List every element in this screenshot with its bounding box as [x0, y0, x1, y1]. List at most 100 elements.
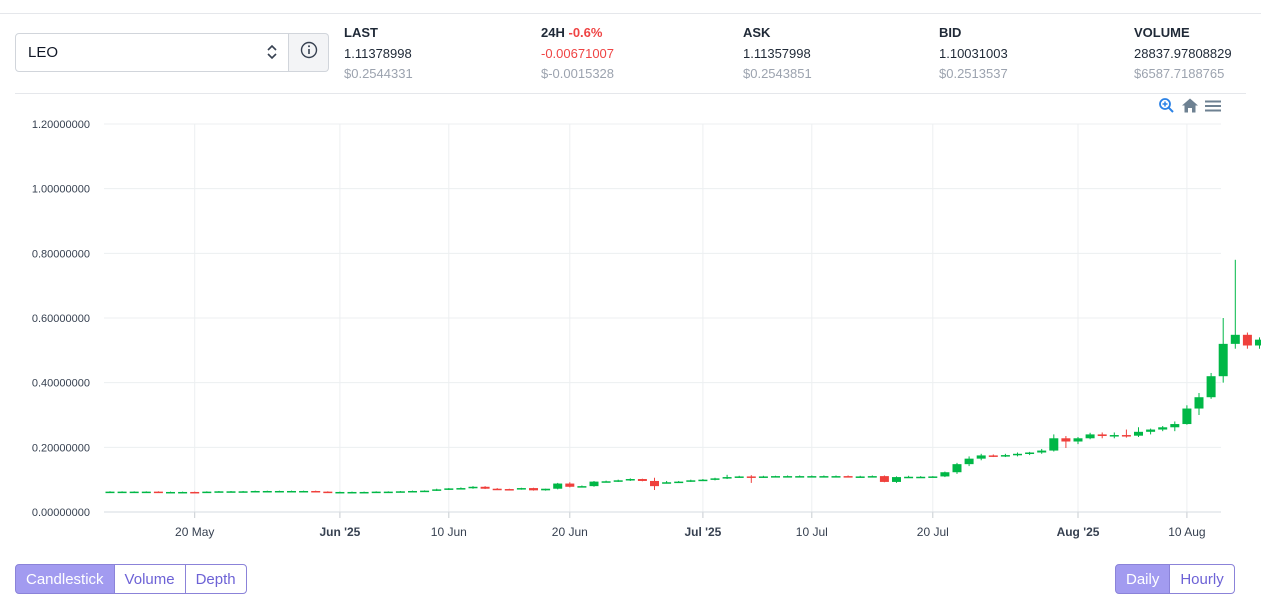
y-tick-label: 0.40000000 [32, 378, 90, 390]
candle-body [299, 490, 309, 493]
volume-button[interactable]: Volume [113, 564, 186, 594]
candle-body [371, 491, 381, 494]
candle-body [395, 491, 405, 493]
candle-body [480, 486, 490, 489]
y-tick-label: 1.00000000 [32, 184, 90, 196]
stat-bid-value: 1.10031003 [939, 46, 1008, 61]
x-tick-label: Jun '25 [319, 525, 360, 539]
candle-body [892, 477, 901, 482]
candle-body [274, 490, 284, 493]
pair-select-value: LEO [28, 44, 59, 61]
stat-last-value: 1.11378998 [344, 46, 412, 61]
stat-ask-usd: $0.2543851 [743, 66, 812, 81]
candle-body [1049, 438, 1059, 451]
candlestick-chart[interactable]: 0.00000000 0.20000000 0.40000000 0.60000000… [0, 94, 1261, 554]
candle-body [1000, 455, 1010, 457]
candle-body [1013, 453, 1022, 456]
candle-body [952, 464, 962, 473]
candle-body [758, 476, 768, 478]
candle-body [1134, 431, 1143, 436]
candle-body [795, 476, 805, 478]
candle-body [855, 476, 865, 478]
candlestick-button[interactable]: Candlestick [15, 564, 115, 594]
stat-change: 24H -0.6% -0.00671007 $-0.0015328 [541, 25, 614, 81]
interval-toggle: Daily Hourly [1115, 564, 1235, 594]
candle-body [214, 491, 224, 493]
candle-body [988, 455, 998, 457]
stat-volume-usd: $6587.7188765 [1134, 66, 1225, 81]
stat-ask: ASK 1.11357998 $0.2543851 [743, 25, 812, 81]
x-tick-label: 10 Aug [1168, 525, 1205, 539]
candle-body [1242, 334, 1252, 346]
candle-body [565, 483, 575, 487]
y-tick-label: 0.80000000 [32, 248, 90, 260]
y-tick-label: 0.00000000 [32, 507, 90, 519]
candle-body [831, 476, 841, 478]
candle-body [359, 491, 369, 494]
candle-body [1170, 424, 1180, 428]
chart-toolbar [1158, 97, 1221, 119]
stat-last-usd: $0.2544331 [344, 66, 413, 81]
x-tick-label: 20 Jun [552, 525, 588, 539]
stat-volume-label: VOLUME [1134, 25, 1190, 40]
stat-bid: BID 1.10031003 $0.2513537 [939, 25, 1008, 81]
stat-ask-value: 1.11357998 [743, 46, 811, 61]
candle-body [976, 455, 986, 459]
candle-body [722, 477, 732, 479]
info-icon [300, 41, 318, 64]
candle-body [650, 480, 659, 487]
candle-body [1218, 343, 1228, 377]
candle-body [456, 488, 466, 490]
home-icon[interactable] [1181, 97, 1199, 119]
candle-body [771, 476, 780, 478]
stat-volume: VOLUME 28837.97808829 $6587.7188765 [1134, 25, 1232, 81]
stat-change-usd: $-0.0015328 [541, 66, 615, 81]
candle-body [1025, 452, 1035, 455]
candle-body [807, 476, 817, 478]
candle-body [698, 479, 708, 482]
candle-body [1073, 438, 1083, 442]
candle-body [262, 490, 272, 493]
depth-button[interactable]: Depth [184, 564, 247, 594]
candle-body [783, 476, 793, 478]
stat-last: LAST 1.11378998 $0.2544331 [344, 25, 413, 81]
menu-icon[interactable] [1205, 99, 1221, 118]
info-button[interactable] [289, 33, 329, 72]
candle-body [408, 490, 417, 493]
x-tick-label: 10 Jun [431, 525, 467, 539]
stat-ask-label: ASK [743, 25, 771, 40]
candle-body [819, 476, 829, 478]
x-tick-label: 20 May [175, 525, 214, 539]
stat-bid-usd: $0.2513537 [939, 66, 1008, 81]
candle-body [674, 481, 684, 484]
candle-body [710, 478, 720, 480]
candle-body [746, 476, 756, 478]
candle-body [1097, 434, 1107, 437]
candle-body [843, 476, 853, 478]
candle-body [178, 491, 188, 494]
candle-body [1206, 376, 1216, 398]
candle-body [311, 490, 321, 493]
pair-select[interactable]: LEO [15, 33, 289, 72]
candle-body [1109, 435, 1119, 437]
y-tick-label: 0.60000000 [32, 313, 90, 325]
candle-body [928, 476, 938, 478]
candle-body [589, 481, 599, 487]
candle-body [686, 480, 696, 482]
candle-body [940, 472, 950, 477]
chevron-updown-icon [266, 44, 278, 64]
candle-body [129, 491, 139, 494]
candle-body [468, 486, 478, 489]
daily-button[interactable]: Daily [1115, 564, 1171, 594]
candle-body [916, 476, 926, 479]
x-tick-label: Jul '25 [684, 525, 721, 539]
zoom-in-icon[interactable] [1158, 97, 1175, 119]
hourly-button[interactable]: Hourly [1169, 564, 1235, 594]
candle-body [105, 491, 115, 494]
x-tick-label: 10 Jul [796, 525, 828, 539]
stat-change-label: 24H [541, 25, 565, 40]
candle-body [117, 491, 127, 494]
candle-body [1085, 434, 1095, 439]
candle-body [432, 489, 442, 491]
candle-body [202, 491, 212, 494]
